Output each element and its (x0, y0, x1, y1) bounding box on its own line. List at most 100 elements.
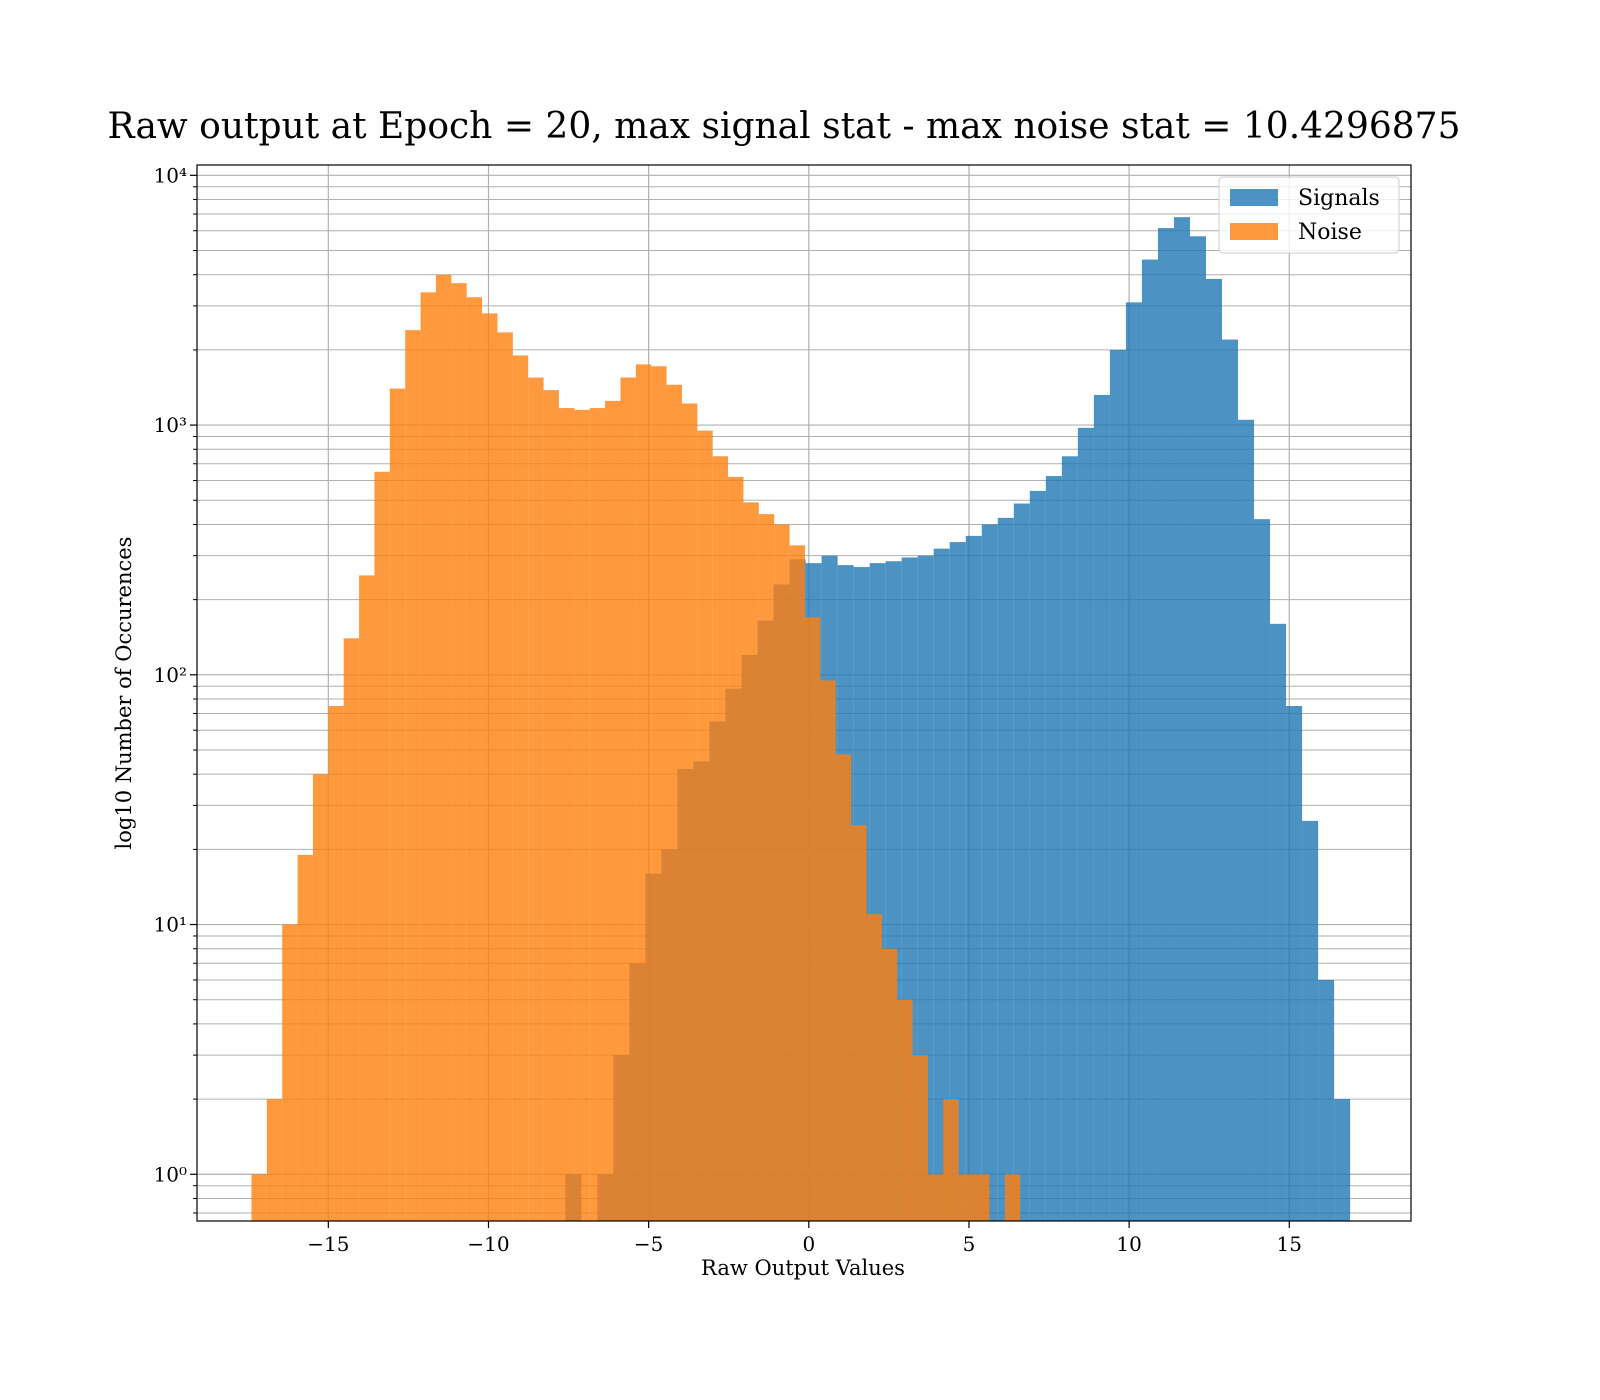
bar (789, 545, 805, 1221)
bar (1334, 1099, 1351, 1221)
bar (312, 774, 329, 1221)
bar (997, 517, 1014, 1221)
bar (266, 1099, 283, 1221)
bar (1238, 419, 1255, 1222)
bar (497, 332, 513, 1221)
bar (881, 948, 898, 1221)
bar (466, 297, 483, 1222)
bar (743, 502, 759, 1222)
bar (912, 1055, 928, 1221)
x-tick-label: −10 (467, 1232, 509, 1256)
bar (958, 1174, 975, 1221)
bar (405, 330, 421, 1222)
bar (1109, 349, 1126, 1221)
bar (1318, 979, 1335, 1221)
bar (451, 283, 467, 1221)
x-axis-label: Raw Output Values (701, 1256, 905, 1280)
bar (1302, 820, 1319, 1221)
bar (420, 292, 436, 1222)
y-axis-label: log10 Number of Occurences (112, 537, 136, 850)
bar (728, 476, 744, 1222)
bar (1141, 259, 1158, 1221)
bar (965, 535, 982, 1221)
x-tick-label: −15 (307, 1232, 349, 1256)
bar (1013, 503, 1030, 1221)
bar (666, 384, 682, 1222)
y-tick-label: 10¹ (154, 913, 187, 937)
legend: Signals Noise (1218, 176, 1400, 254)
bar (835, 754, 852, 1221)
chart-title: Raw output at Epoch = 20, max signal sta… (108, 106, 1461, 147)
bar (927, 1174, 944, 1221)
x-tick-label: 15 (1277, 1232, 1302, 1256)
bar (389, 388, 406, 1221)
bar (1029, 490, 1046, 1221)
bar (949, 542, 966, 1221)
axes: −15 −10 −5 0 5 10 15 10⁰ 10¹ 10² 10³ 10⁴ Signals Nois… (154, 163, 1412, 1256)
bar (1173, 217, 1190, 1221)
bar (1157, 228, 1174, 1222)
bar (651, 366, 667, 1221)
legend-label: Noise (1298, 220, 1362, 245)
bar (558, 408, 575, 1222)
y-tick-label: 10² (154, 663, 187, 687)
bar (1205, 278, 1223, 1221)
bar (282, 924, 298, 1221)
bar (605, 400, 621, 1221)
bar (512, 355, 529, 1222)
legend-swatch (1230, 223, 1278, 240)
x-tick-label: 5 (963, 1232, 976, 1256)
bar (1270, 623, 1287, 1221)
x-tick-label: −5 (634, 1232, 663, 1256)
bar (343, 638, 360, 1221)
bar (897, 999, 913, 1221)
bar (574, 409, 590, 1221)
bar (820, 680, 836, 1221)
bar (635, 364, 652, 1222)
bar (981, 524, 998, 1221)
bar (482, 313, 498, 1221)
bar (933, 548, 950, 1221)
y-tick-label: 10³ (154, 413, 187, 437)
bar (1045, 476, 1062, 1221)
bar (1093, 394, 1110, 1221)
bar (528, 377, 544, 1221)
legend-label: Signals (1298, 186, 1380, 211)
y-tick-label: 10⁰ (154, 1162, 187, 1186)
bar (774, 524, 790, 1221)
bar (543, 390, 559, 1221)
bar (1222, 339, 1239, 1222)
bar (758, 514, 775, 1221)
bar (1286, 706, 1303, 1221)
bar (251, 1174, 267, 1221)
bar (1077, 427, 1094, 1221)
bar (1004, 1174, 1021, 1221)
bar (974, 1174, 990, 1221)
bar (1125, 302, 1142, 1222)
x-tick-label: 10 (1116, 1232, 1141, 1256)
bar (374, 471, 390, 1221)
bar (851, 825, 867, 1221)
bar (866, 914, 882, 1221)
bar (917, 555, 934, 1221)
bar (589, 408, 606, 1222)
bar (435, 274, 452, 1222)
bar (297, 854, 313, 1221)
bar (943, 1099, 959, 1221)
bar (1061, 456, 1078, 1221)
bar (697, 430, 713, 1221)
bar (359, 575, 375, 1221)
bar (1254, 519, 1271, 1221)
bar (712, 456, 729, 1221)
legend-swatch (1230, 189, 1278, 206)
bar (681, 403, 698, 1222)
bar (328, 706, 344, 1221)
plot-frame (196, 164, 1412, 1222)
y-tick-label: 10⁴ (154, 163, 187, 187)
bar (804, 617, 821, 1221)
bar (1189, 236, 1206, 1222)
bars (251, 217, 1351, 1222)
bar (620, 377, 636, 1221)
